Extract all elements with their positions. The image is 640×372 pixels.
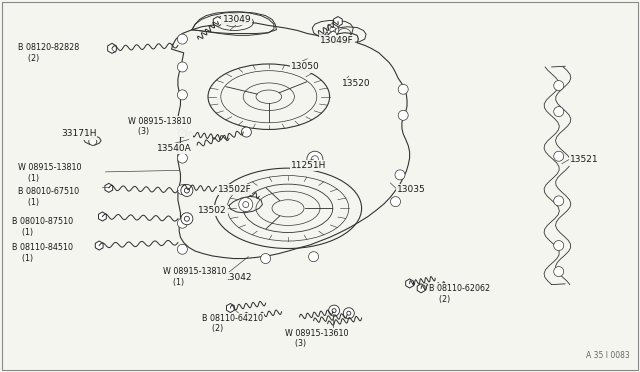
Circle shape bbox=[554, 107, 564, 116]
Text: B 08010-87510
    (1): B 08010-87510 (1) bbox=[12, 217, 73, 237]
Circle shape bbox=[390, 197, 401, 206]
Text: B 08010-67510
    (1): B 08010-67510 (1) bbox=[18, 187, 79, 207]
Circle shape bbox=[395, 170, 405, 180]
Circle shape bbox=[398, 84, 408, 94]
Text: W 08915-13810
    (1): W 08915-13810 (1) bbox=[18, 163, 81, 183]
Text: 13502F: 13502F bbox=[218, 185, 252, 194]
Circle shape bbox=[398, 110, 408, 120]
Circle shape bbox=[177, 62, 188, 72]
Text: 13502: 13502 bbox=[198, 206, 227, 215]
Text: 33171H: 33171H bbox=[61, 129, 96, 138]
Text: B 08120-82828
    (2): B 08120-82828 (2) bbox=[18, 43, 79, 62]
Polygon shape bbox=[406, 279, 413, 288]
Text: 13049: 13049 bbox=[223, 15, 251, 24]
Text: B 08110-84510
    (1): B 08110-84510 (1) bbox=[12, 243, 72, 263]
Text: 13050: 13050 bbox=[291, 62, 320, 71]
Text: A 35 I 0083: A 35 I 0083 bbox=[586, 351, 630, 360]
Polygon shape bbox=[333, 17, 342, 26]
Circle shape bbox=[554, 151, 564, 161]
Polygon shape bbox=[105, 183, 113, 192]
Circle shape bbox=[177, 122, 188, 132]
Circle shape bbox=[554, 196, 564, 206]
Circle shape bbox=[184, 216, 189, 221]
Text: 13521: 13521 bbox=[570, 155, 598, 164]
Circle shape bbox=[181, 213, 193, 225]
Polygon shape bbox=[227, 304, 234, 312]
Circle shape bbox=[177, 153, 188, 163]
Circle shape bbox=[241, 127, 252, 137]
Circle shape bbox=[308, 252, 319, 262]
Text: B 08110-62062
    (2): B 08110-62062 (2) bbox=[429, 284, 490, 304]
Circle shape bbox=[184, 188, 189, 193]
Text: 13520: 13520 bbox=[342, 79, 371, 88]
Polygon shape bbox=[99, 212, 106, 221]
Circle shape bbox=[332, 309, 336, 312]
Text: 13042: 13042 bbox=[224, 273, 253, 282]
Circle shape bbox=[327, 24, 339, 36]
Polygon shape bbox=[213, 17, 222, 26]
Circle shape bbox=[181, 185, 193, 196]
Text: W 08915-13810
    (3): W 08915-13810 (3) bbox=[128, 117, 191, 136]
Circle shape bbox=[554, 81, 564, 90]
Circle shape bbox=[243, 202, 249, 208]
Text: W 08915-13610
    (3): W 08915-13610 (3) bbox=[285, 329, 348, 348]
Text: W 08915-13810
    (1): W 08915-13810 (1) bbox=[163, 267, 227, 287]
Circle shape bbox=[554, 241, 564, 250]
Text: 13035: 13035 bbox=[397, 185, 426, 194]
Circle shape bbox=[260, 254, 271, 263]
Circle shape bbox=[177, 218, 188, 228]
Text: 13049F: 13049F bbox=[320, 36, 354, 45]
Circle shape bbox=[307, 151, 323, 167]
Polygon shape bbox=[95, 241, 103, 250]
Circle shape bbox=[89, 137, 97, 145]
Circle shape bbox=[312, 156, 318, 163]
Circle shape bbox=[329, 31, 337, 39]
Circle shape bbox=[343, 308, 355, 319]
Circle shape bbox=[554, 267, 564, 276]
Circle shape bbox=[239, 198, 253, 212]
Circle shape bbox=[177, 185, 188, 195]
Circle shape bbox=[179, 129, 186, 137]
Polygon shape bbox=[108, 44, 116, 53]
Polygon shape bbox=[417, 284, 425, 293]
Circle shape bbox=[347, 311, 351, 315]
Polygon shape bbox=[243, 312, 250, 321]
Text: B 08110-64210
    (2): B 08110-64210 (2) bbox=[202, 314, 262, 333]
Circle shape bbox=[177, 244, 188, 254]
Circle shape bbox=[328, 305, 340, 316]
Circle shape bbox=[177, 90, 188, 100]
Text: 13540A: 13540A bbox=[157, 144, 191, 153]
Circle shape bbox=[177, 34, 188, 44]
Text: 11251H: 11251H bbox=[291, 161, 326, 170]
